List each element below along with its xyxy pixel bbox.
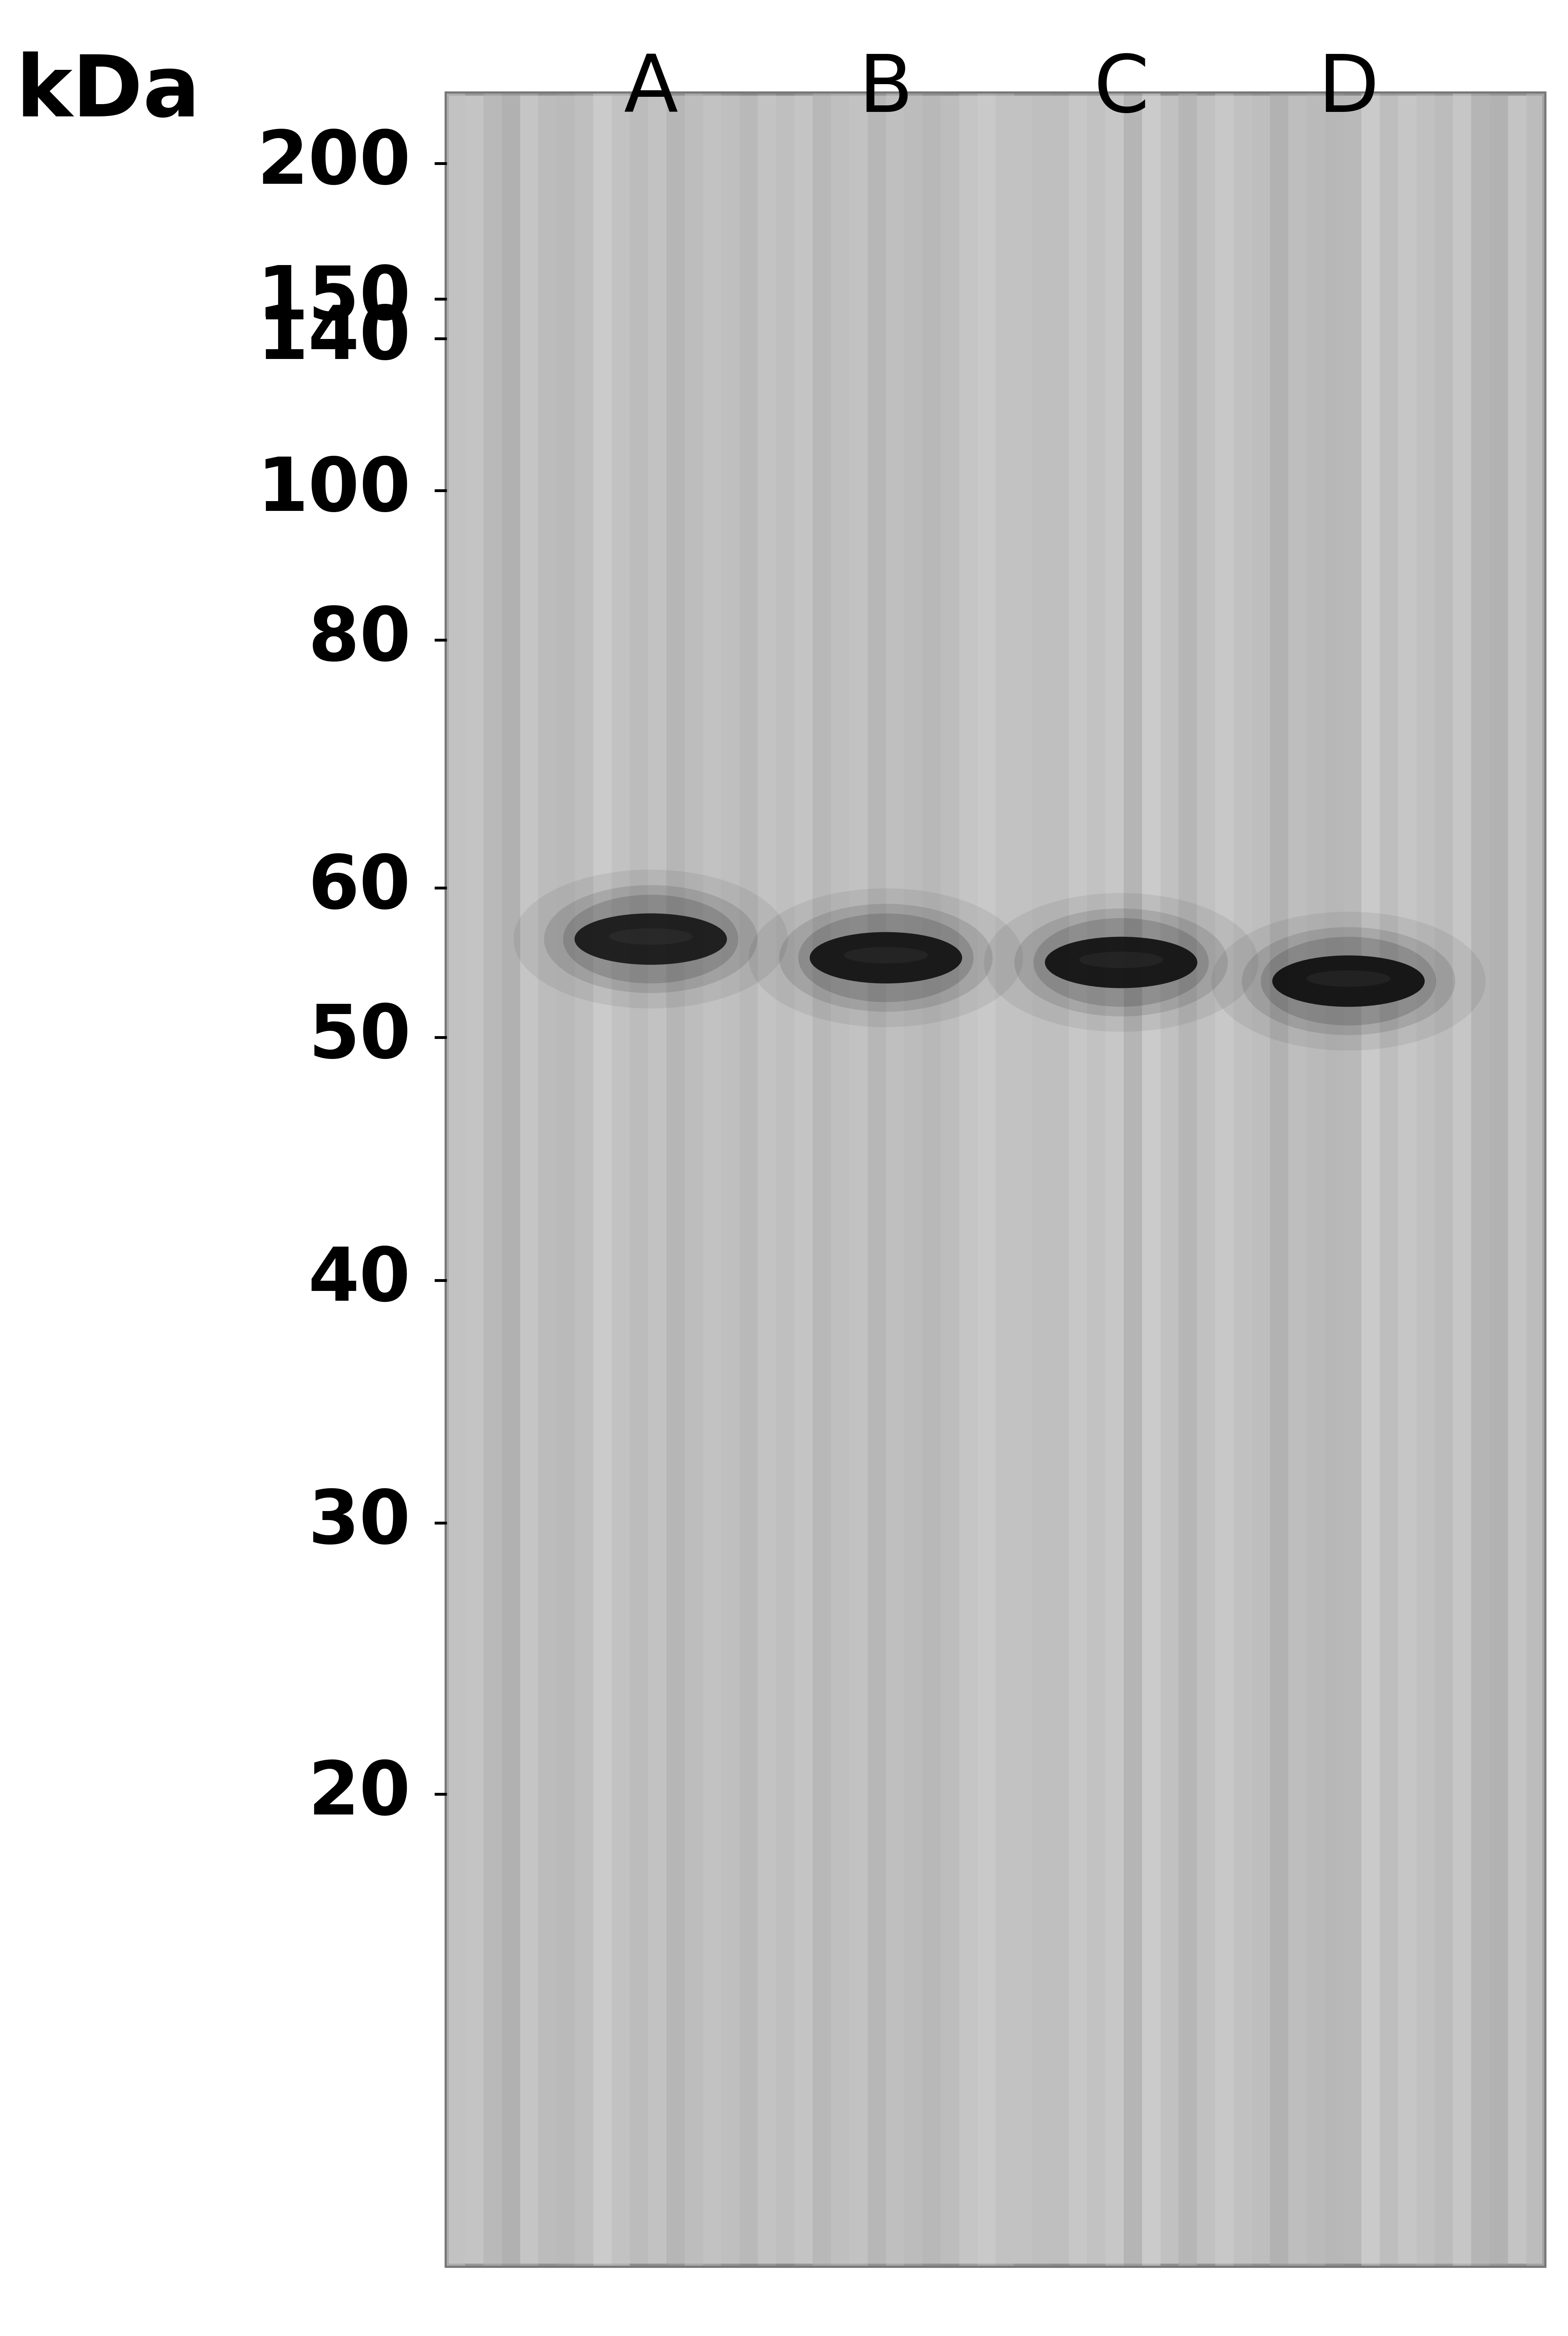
Text: 140: 140 [257, 304, 411, 374]
Bar [593, 93, 612, 2266]
Ellipse shape [1014, 909, 1228, 1016]
Ellipse shape [798, 913, 974, 1002]
Ellipse shape [563, 895, 739, 983]
Ellipse shape [1261, 937, 1436, 1026]
Bar [483, 93, 502, 2266]
Text: 30: 30 [309, 1488, 411, 1558]
Text: 40: 40 [309, 1245, 411, 1315]
Bar [538, 93, 557, 2266]
Text: D: D [1317, 51, 1380, 128]
Bar [1490, 93, 1508, 2266]
Bar [575, 93, 593, 2266]
Text: B: B [859, 51, 913, 128]
Text: 20: 20 [309, 1759, 411, 1829]
Bar [1399, 93, 1416, 2266]
Bar [1435, 93, 1454, 2266]
Bar [941, 93, 960, 2266]
Bar [996, 93, 1014, 2266]
Bar [812, 93, 831, 2266]
Bar [1380, 93, 1399, 2266]
Bar [612, 93, 630, 2266]
Bar [850, 93, 867, 2266]
Ellipse shape [1033, 918, 1209, 1007]
Ellipse shape [985, 892, 1258, 1033]
Text: 50: 50 [309, 1002, 411, 1072]
Bar [447, 93, 466, 2266]
Bar [1196, 93, 1215, 2266]
Bar [740, 93, 757, 2266]
Bar [831, 93, 850, 2266]
Bar [1251, 93, 1270, 2266]
Bar [1179, 93, 1196, 2266]
Bar [1142, 93, 1160, 2266]
Text: 60: 60 [309, 853, 411, 923]
Bar [795, 93, 812, 2266]
Bar [1014, 93, 1032, 2266]
Bar [867, 93, 886, 2266]
Ellipse shape [1242, 927, 1455, 1035]
Bar [1215, 93, 1234, 2266]
Text: 150: 150 [257, 264, 411, 334]
Bar [886, 93, 905, 2266]
Ellipse shape [844, 946, 928, 962]
Bar [960, 93, 977, 2266]
Bar [977, 93, 996, 2266]
Bar [1416, 93, 1435, 2266]
Ellipse shape [1272, 955, 1425, 1007]
Text: A: A [624, 51, 677, 128]
Ellipse shape [1044, 937, 1198, 988]
Ellipse shape [574, 913, 728, 965]
Text: kDa: kDa [16, 51, 201, 133]
Bar [1361, 93, 1380, 2266]
Ellipse shape [608, 927, 693, 944]
Bar [447, 93, 1544, 2266]
Bar [757, 93, 776, 2266]
Bar [1289, 93, 1306, 2266]
Bar [1069, 93, 1087, 2266]
Bar [1344, 93, 1361, 2266]
Bar [1234, 93, 1251, 2266]
Bar [648, 93, 666, 2266]
Ellipse shape [514, 869, 787, 1009]
Ellipse shape [809, 932, 963, 983]
Bar [1526, 93, 1544, 2266]
Text: 200: 200 [257, 128, 411, 199]
Bar [521, 93, 538, 2266]
Bar [1508, 93, 1526, 2266]
Bar [721, 93, 740, 2266]
Text: C: C [1093, 51, 1149, 128]
Bar [630, 93, 648, 2266]
Ellipse shape [1079, 951, 1163, 967]
Ellipse shape [779, 904, 993, 1011]
Bar [1051, 93, 1069, 2266]
Ellipse shape [1306, 969, 1391, 986]
Bar [776, 93, 795, 2266]
Ellipse shape [1212, 911, 1485, 1051]
Text: 100: 100 [257, 456, 411, 526]
Text: 80: 80 [309, 605, 411, 675]
Ellipse shape [750, 888, 1022, 1028]
Bar [666, 93, 685, 2266]
Bar [1124, 93, 1142, 2266]
Bar [1270, 93, 1289, 2266]
Bar [1105, 93, 1124, 2266]
Bar [1306, 93, 1325, 2266]
Bar [1087, 93, 1105, 2266]
Bar [466, 93, 483, 2266]
Ellipse shape [544, 885, 757, 993]
Bar [922, 93, 941, 2266]
Bar [1032, 93, 1051, 2266]
Bar [905, 93, 922, 2266]
Bar [1325, 93, 1344, 2266]
Bar [702, 93, 721, 2266]
Bar [1454, 93, 1471, 2266]
Bar [1471, 93, 1490, 2266]
Bar [1160, 93, 1179, 2266]
Bar [502, 93, 521, 2266]
Bar [685, 93, 702, 2266]
Bar [557, 93, 575, 2266]
